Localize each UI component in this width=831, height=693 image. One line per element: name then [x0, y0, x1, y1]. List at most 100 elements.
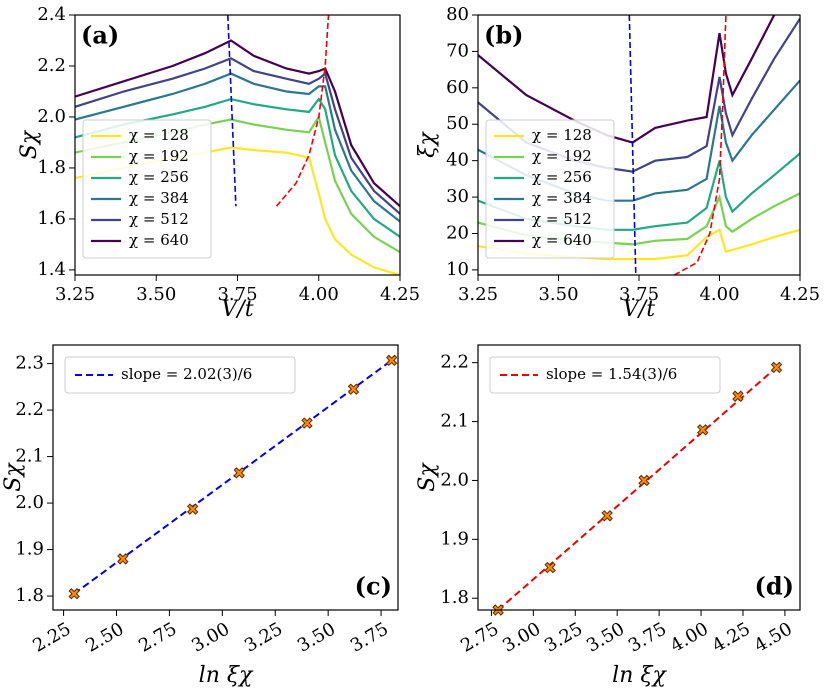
legend: χ = 128 χ = 192 χ = 256 χ = 384 χ = 512 χ = 6… — [82, 119, 212, 259]
x-tick-label: 3.25 — [55, 284, 95, 305]
x-tick-label: 2.50 — [82, 618, 127, 656]
legend-label: χ = 640 — [129, 231, 189, 249]
legend: slope = 2.02(3)/6 — [64, 356, 296, 394]
y-tick-label: 1.8 — [15, 585, 44, 606]
y-tick-label: 40 — [446, 150, 469, 171]
x-tick-label: 3.75 — [625, 618, 670, 656]
legend-box — [485, 119, 615, 259]
data-point — [385, 354, 398, 367]
x-tick-label: 3.25 — [241, 618, 286, 656]
y-tick-label: 1.8 — [440, 587, 469, 608]
data-point — [638, 474, 650, 487]
y-tick-label: 20 — [446, 222, 469, 243]
x-axis-label: V/t — [221, 297, 253, 322]
x-tick-label: 3.75 — [619, 284, 659, 305]
data-point — [732, 390, 744, 402]
legend: slope = 1.54(3)/6 — [489, 356, 721, 394]
series-line — [75, 72, 400, 223]
x-tick-label: 4.00 — [299, 284, 339, 305]
guide-line — [628, 15, 637, 275]
legend-label: slope = 1.54(3)/6 — [546, 365, 677, 383]
x-tick-label: 3.00 — [499, 618, 544, 656]
legend-label: χ = 192 — [129, 147, 189, 165]
y-axis-label: Sχ — [1, 462, 26, 492]
data-point — [117, 553, 129, 565]
legend-label: χ = 128 — [532, 126, 592, 144]
y-tick-label: 70 — [446, 40, 469, 61]
data-point — [601, 510, 613, 522]
x-tick-label: 3.25 — [458, 284, 498, 305]
panel-label: (d) — [755, 572, 795, 601]
panel: 2.25 2.50 2.75 3.00 3.25 3.50 3.75 1.8 1.9 2.0 2.1… — [1, 344, 399, 688]
y-tick-label: 1.8 — [37, 157, 66, 178]
data-point — [301, 417, 313, 429]
legend-label: χ = 128 — [129, 126, 189, 144]
series-line — [75, 57, 400, 215]
panel: 3.25 3.50 3.75 4.00 4.25 10 20 30 40 50 60 70 80 χ = … — [415, 4, 820, 322]
legend-label: χ = 384 — [532, 189, 592, 207]
y-tick-label: 1.9 — [15, 539, 44, 560]
y-tick-label: 2.2 — [37, 55, 66, 76]
legend-box — [489, 356, 721, 394]
axes-frame — [74, 14, 401, 276]
x-tick-label: 3.50 — [538, 284, 578, 305]
y-tick-label: 2.1 — [15, 446, 44, 467]
x-tick-label: 3.50 — [136, 284, 176, 305]
x-tick-label: 4.25 — [709, 618, 754, 656]
y-tick-label: 2.3 — [15, 353, 44, 374]
x-axis-label: ln ξχ — [612, 663, 667, 688]
x-tick-label: 3.75 — [217, 284, 257, 305]
x-tick-label: 3.75 — [347, 618, 392, 656]
panel-label: (b) — [484, 21, 524, 50]
y-axis-label: ξχ — [415, 131, 440, 158]
x-tick-label: 4.00 — [667, 618, 712, 656]
x-axis-label: V/t — [623, 297, 655, 322]
x-tick-label: 2.75 — [135, 618, 180, 656]
legend-label: slope = 2.02(3)/6 — [121, 365, 252, 383]
y-tick-label: 2.2 — [15, 399, 44, 420]
x-tick-label: 4.00 — [699, 284, 739, 305]
y-tick-label: 10 — [446, 259, 469, 280]
series-line — [75, 39, 400, 208]
legend-label: χ = 512 — [532, 210, 592, 228]
x-tick-label: 2.75 — [457, 618, 502, 656]
y-tick-label: 2.2 — [440, 352, 469, 373]
panel-label: (a) — [81, 21, 119, 50]
axes-frame — [52, 344, 399, 611]
plot-area — [497, 366, 778, 610]
panel: 3.25 3.50 3.75 4.00 4.25 1.4 1.6 1.8 2.0 2.2 2.4 χ … — [17, 4, 420, 322]
panel-label: (c) — [355, 572, 392, 601]
axes-frame — [477, 14, 801, 276]
y-tick-label: 80 — [446, 4, 469, 25]
y-tick-label: 2.1 — [440, 411, 469, 432]
data-point — [770, 361, 783, 374]
y-tick-label: 1.9 — [440, 528, 469, 549]
panel: 2.753.003.253.503.754.004.254.50 1.8 1.9 2.… — [415, 344, 801, 688]
y-tick-label: 2.0 — [440, 469, 469, 490]
x-tick-label: 4.50 — [751, 618, 796, 656]
guide-line — [674, 15, 727, 275]
data-point — [347, 383, 360, 395]
y-tick-label: 60 — [446, 77, 469, 98]
y-tick-label: 1.6 — [37, 208, 66, 229]
legend-label: χ = 192 — [532, 147, 592, 165]
legend-label: χ = 384 — [129, 189, 189, 207]
x-tick-label: 4.25 — [780, 284, 820, 305]
x-tick-label: 3.50 — [583, 618, 628, 656]
x-tick-label: 4.25 — [380, 284, 420, 305]
y-axis-label: Sχ — [17, 129, 42, 159]
y-tick-label: 30 — [446, 186, 469, 207]
legend-box — [82, 119, 212, 259]
data-point — [544, 561, 556, 574]
x-tick-label: 3.00 — [188, 618, 233, 656]
legend-box — [64, 356, 296, 394]
legend-label: χ = 512 — [129, 210, 189, 228]
y-tick-label: 1.4 — [37, 259, 66, 280]
legend-label: χ = 256 — [532, 168, 592, 186]
data-point — [697, 424, 709, 436]
x-tick-label: 2.25 — [29, 618, 74, 656]
x-tick-label: 3.25 — [541, 618, 586, 656]
